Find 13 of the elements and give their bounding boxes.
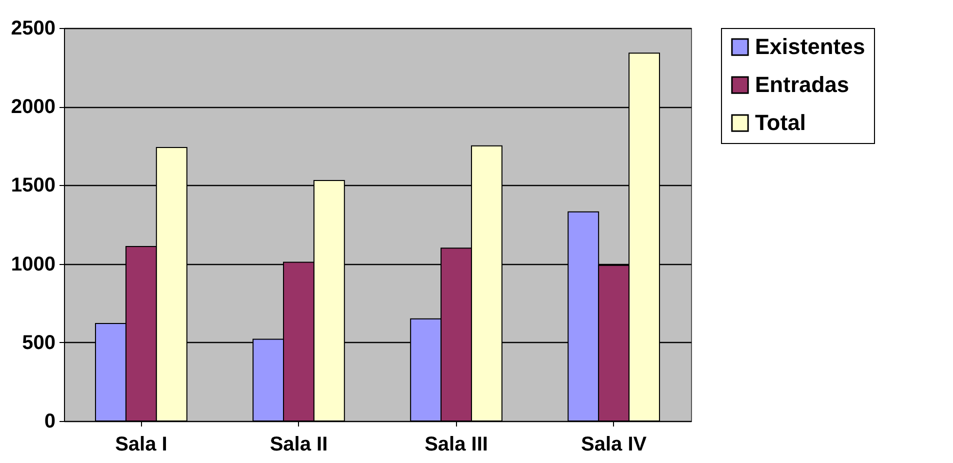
y-tick-label: 2000 xyxy=(11,96,56,118)
y-tick-label: 500 xyxy=(22,332,56,354)
legend-label: Total xyxy=(755,110,806,135)
y-tick-label: 1500 xyxy=(11,174,56,197)
y-tick-label: 1000 xyxy=(11,253,56,276)
x-tick-label: Sala III xyxy=(424,434,488,456)
legend-label: Entradas xyxy=(755,72,850,97)
y-tick-label: 2500 xyxy=(11,18,56,40)
x-tick-label: Sala II xyxy=(270,434,328,456)
y-tick-label: 0 xyxy=(44,410,56,432)
x-tick-label: Sala IV xyxy=(581,434,648,456)
legend-label: Existentes xyxy=(755,34,866,59)
x-tick-label: Sala I xyxy=(115,434,168,456)
